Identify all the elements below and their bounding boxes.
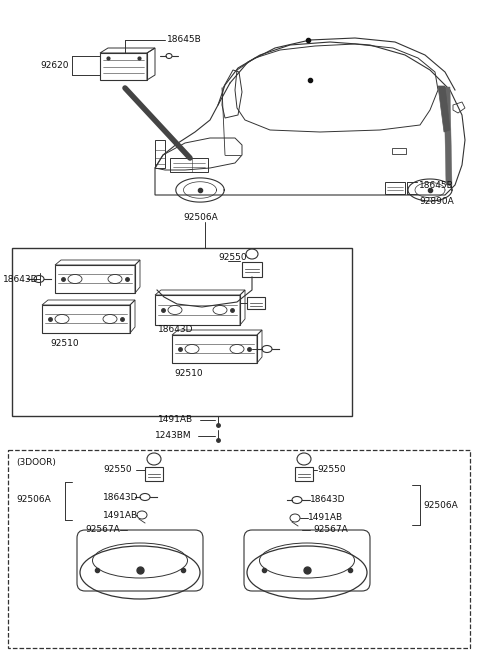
Bar <box>170 158 208 172</box>
Text: (3DOOR): (3DOOR) <box>16 457 56 466</box>
Bar <box>247 297 265 309</box>
Bar <box>42 305 130 333</box>
Bar <box>392 148 406 154</box>
Text: 92567A: 92567A <box>85 525 120 534</box>
Text: 18643D: 18643D <box>2 274 38 284</box>
Bar <box>172 335 257 363</box>
Text: 1491AB: 1491AB <box>308 514 343 523</box>
Text: 18643D: 18643D <box>310 495 346 504</box>
Bar <box>100 53 147 80</box>
Text: 92620: 92620 <box>40 60 69 69</box>
Text: 18643D: 18643D <box>158 326 193 335</box>
Text: 18645B: 18645B <box>167 35 202 45</box>
Text: 1491AB: 1491AB <box>103 510 138 519</box>
Bar <box>155 295 240 325</box>
Text: 92550: 92550 <box>317 466 346 474</box>
Bar <box>12 248 352 416</box>
Polygon shape <box>438 86 450 132</box>
Text: 18643D: 18643D <box>103 493 139 502</box>
Text: 18645B: 18645B <box>419 181 454 189</box>
Bar <box>145 467 163 481</box>
Bar <box>55 265 135 293</box>
Text: 92510: 92510 <box>174 369 203 377</box>
Text: 92510: 92510 <box>50 339 79 348</box>
Bar <box>385 182 405 194</box>
Polygon shape <box>444 87 452 185</box>
Text: 1491AB: 1491AB <box>158 415 193 424</box>
Text: 92506A: 92506A <box>16 495 51 504</box>
Text: 92890A: 92890A <box>419 198 454 206</box>
Bar <box>155 140 165 168</box>
Text: 92506A: 92506A <box>183 212 218 221</box>
Text: 1243BM: 1243BM <box>155 432 192 441</box>
Text: 92506A: 92506A <box>423 500 458 510</box>
Text: 92550: 92550 <box>103 466 132 474</box>
Bar <box>8 450 470 648</box>
Bar <box>242 262 262 277</box>
Text: 92567A: 92567A <box>313 525 348 534</box>
Bar <box>295 467 313 481</box>
Text: 92550: 92550 <box>218 253 247 263</box>
